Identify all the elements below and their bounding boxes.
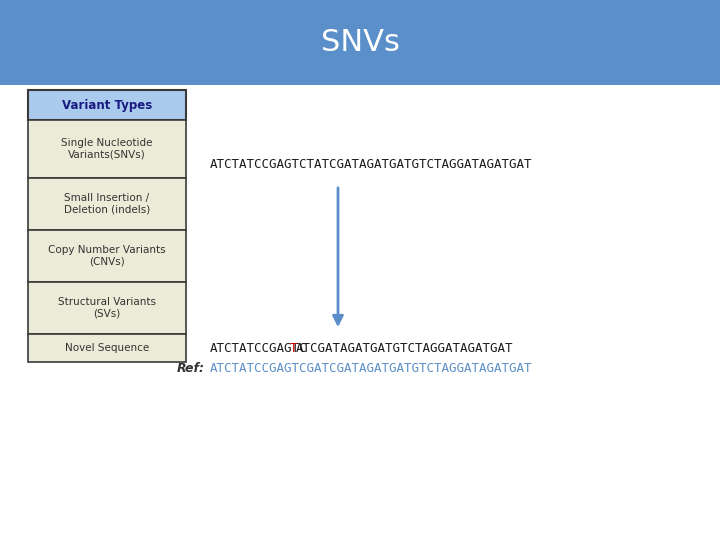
- FancyBboxPatch shape: [28, 282, 186, 334]
- FancyBboxPatch shape: [28, 90, 186, 120]
- Text: Variant Types: Variant Types: [62, 98, 152, 111]
- FancyBboxPatch shape: [28, 178, 186, 230]
- Text: Small Insertion /
Deletion (indels): Small Insertion / Deletion (indels): [64, 193, 150, 215]
- Text: Ref:: Ref:: [177, 361, 205, 375]
- Text: ATCTATCCGAGTCGATCGATAGATGATGTCTAGGATAGATGAT: ATCTATCCGAGTCGATCGATAGATGATGTCTAGGATAGAT…: [210, 361, 533, 375]
- FancyBboxPatch shape: [0, 0, 720, 85]
- Text: T: T: [290, 341, 297, 354]
- Text: Novel Sequence: Novel Sequence: [65, 343, 149, 353]
- Text: SNVs: SNVs: [320, 28, 400, 57]
- FancyBboxPatch shape: [28, 334, 186, 362]
- Text: Single Nucleotide
Variants(SNVs): Single Nucleotide Variants(SNVs): [61, 138, 153, 160]
- Text: ATCGATAGATGATGTCTAGGATAGATGAT: ATCGATAGATGATGTCTAGGATAGATGAT: [296, 341, 513, 354]
- Text: Structural Variants
(SVs): Structural Variants (SVs): [58, 297, 156, 319]
- FancyBboxPatch shape: [28, 120, 186, 178]
- FancyBboxPatch shape: [28, 230, 186, 282]
- Text: ATCTATCCGAGTC: ATCTATCCGAGTC: [210, 341, 307, 354]
- Text: ATCTATCCGAGTCTATCGATAGATGATGTCTAGGATAGATGAT: ATCTATCCGAGTCTATCGATAGATGATGTCTAGGATAGAT…: [210, 159, 533, 172]
- Text: Copy Number Variants
(CNVs): Copy Number Variants (CNVs): [48, 245, 166, 267]
